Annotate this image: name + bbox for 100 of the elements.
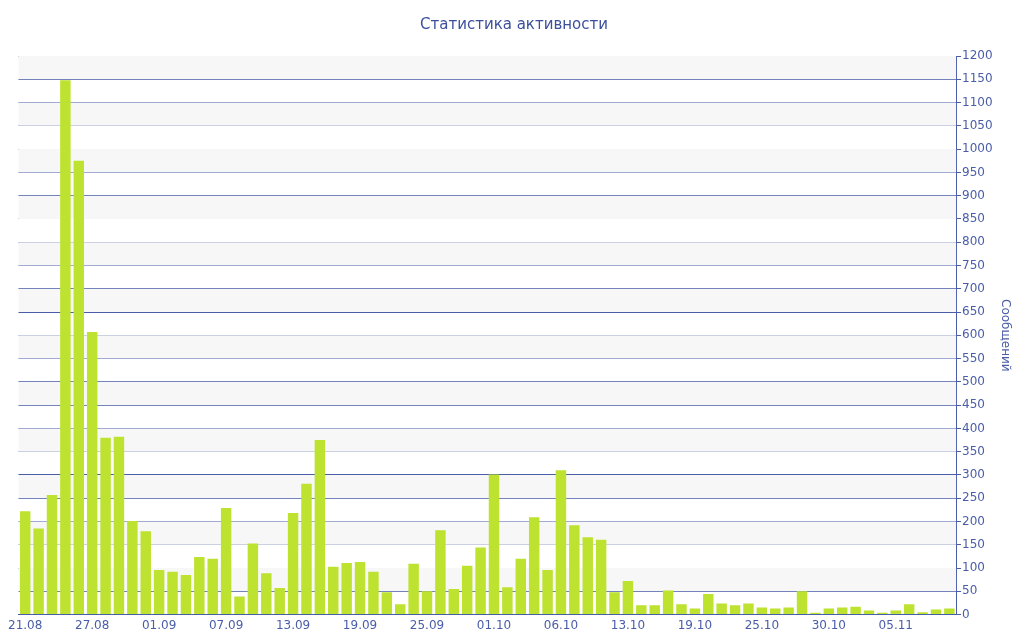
bar (796, 591, 808, 615)
y-tick-label: 450 (962, 397, 985, 412)
bar (595, 539, 607, 615)
bar (194, 556, 205, 615)
bar (301, 483, 312, 615)
bar (368, 571, 379, 615)
bar (622, 581, 634, 615)
bar (703, 594, 714, 615)
bar (515, 558, 526, 615)
bar (716, 603, 727, 615)
bar (140, 531, 151, 615)
x-tick-label: 19.09 (342, 617, 378, 632)
y-tick-label: 400 (962, 420, 985, 435)
y-tick-label: 1000 (962, 141, 993, 156)
bar (783, 607, 794, 615)
bar (528, 517, 540, 615)
bar (207, 558, 218, 615)
bar (274, 588, 285, 615)
bar (19, 511, 31, 615)
bar (381, 592, 393, 615)
bar (395, 604, 406, 615)
bar (542, 569, 553, 615)
bar (676, 604, 687, 615)
bar (234, 596, 245, 615)
bar (86, 332, 98, 615)
y-tick-label: 750 (962, 257, 985, 272)
x-tick-label: 25.09 (409, 617, 445, 632)
bar (502, 587, 513, 615)
bar (435, 530, 446, 615)
bar (180, 575, 192, 615)
bar (488, 474, 500, 615)
bar (930, 609, 942, 615)
y-tick-label: 850 (962, 211, 985, 226)
y-tick-label: 600 (962, 327, 985, 342)
y-tick-label: 1100 (962, 94, 993, 109)
y-axis-title: Сообщений (998, 299, 1013, 372)
bar (944, 608, 955, 615)
bar (341, 562, 352, 615)
y-tick-label: 1200 (962, 48, 993, 63)
bar (408, 563, 419, 615)
bar (649, 605, 660, 615)
y-tick-label: 900 (962, 187, 985, 202)
bar (113, 436, 125, 615)
bar (247, 543, 259, 615)
bar (314, 440, 326, 615)
bar (569, 525, 580, 615)
chart-title: Статистика активности (420, 14, 608, 33)
bar (60, 80, 71, 615)
bar (448, 589, 460, 615)
y-tick-label: 1150 (962, 71, 993, 86)
bar (46, 494, 58, 615)
bar (850, 606, 861, 615)
y-tick-label: 500 (962, 373, 985, 388)
y-tick-label: 250 (962, 490, 985, 505)
y-tick-label: 150 (962, 536, 985, 551)
bar (609, 592, 620, 615)
x-tick-label: 01.09 (141, 617, 177, 632)
bar (421, 591, 433, 615)
bar (261, 573, 272, 615)
bar (73, 160, 84, 615)
y-tick-label: 550 (962, 350, 985, 365)
bar (287, 513, 299, 615)
y-tick-label: 1050 (962, 117, 993, 132)
bar (100, 437, 111, 615)
bar (354, 562, 366, 615)
bar (167, 571, 178, 615)
x-tick-label: 05.11 (878, 617, 913, 632)
x-tick-label: 13.09 (275, 617, 311, 632)
y-tick-label: 200 (962, 513, 985, 528)
bar (461, 565, 473, 615)
bar (662, 590, 674, 615)
bar (127, 521, 138, 615)
x-tick-label: 27.08 (74, 617, 110, 632)
bar (582, 537, 593, 615)
x-tick-label: 30.10 (811, 617, 846, 632)
bar (475, 547, 486, 615)
y-tick-label: 300 (962, 467, 985, 482)
x-tick-label: 21.08 (8, 617, 43, 632)
bar (743, 603, 754, 615)
y-tick-label: 50 (962, 583, 978, 598)
y-tick-label: 650 (962, 304, 985, 319)
y-tick-label: 950 (962, 164, 985, 179)
bar (220, 508, 232, 615)
bar (153, 569, 165, 615)
y-tick-label: 800 (962, 234, 985, 249)
bar (328, 566, 339, 615)
x-tick-label: 13.10 (610, 617, 646, 632)
x-tick-label: 01.10 (476, 617, 512, 632)
bar (729, 605, 741, 615)
bar (863, 610, 875, 615)
x-tick-label: 19.10 (677, 617, 713, 632)
x-tick-label: 07.09 (208, 617, 244, 632)
y-tick-label: 350 (962, 443, 985, 458)
y-tick-label: 700 (962, 280, 985, 295)
bar (636, 605, 647, 615)
y-tick-label: 0 (962, 606, 970, 621)
bar (555, 470, 567, 615)
bar (903, 604, 915, 615)
bar (33, 528, 44, 615)
x-tick-label: 25.10 (744, 617, 780, 632)
